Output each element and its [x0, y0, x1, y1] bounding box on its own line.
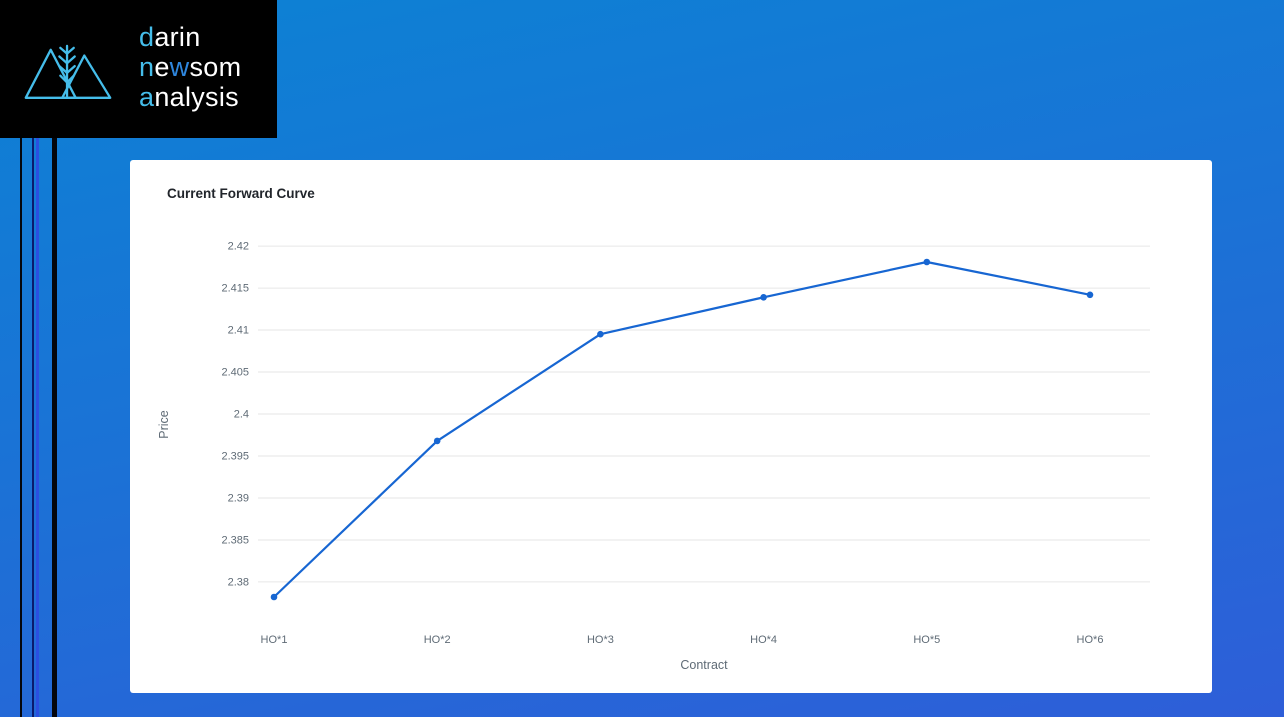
- logo-text: darin newsom analysis: [139, 22, 241, 112]
- svg-text:HO*4: HO*4: [750, 634, 777, 646]
- logo-text-segment: som: [189, 52, 242, 82]
- svg-text:HO*3: HO*3: [587, 634, 614, 646]
- svg-text:2.385: 2.385: [221, 535, 249, 547]
- forward-curve-line-chart: 2.38 2.385 2.39 2.395 2.4 2.405 2.41 2.415 2.42 H…: [157, 241, 1150, 672]
- logo-text-segment: d: [139, 22, 155, 52]
- chart-card: Current Forward Curve 2.38 2.385 2.39 2.395…: [130, 160, 1212, 693]
- svg-text:2.415: 2.415: [221, 283, 249, 295]
- svg-text:2.42: 2.42: [228, 241, 249, 253]
- decorative-stripe: [32, 138, 34, 717]
- logo-text-segment: e: [154, 52, 170, 82]
- svg-text:Price: Price: [157, 410, 171, 439]
- svg-text:HO*5: HO*5: [913, 634, 940, 646]
- logo-text-line: analysis: [139, 82, 241, 112]
- logo-text-line: newsom: [139, 52, 241, 82]
- logo-text-segment: a: [139, 82, 155, 112]
- svg-text:Contract: Contract: [680, 658, 728, 672]
- decorative-stripe: [52, 138, 57, 717]
- svg-text:2.39: 2.39: [228, 493, 249, 505]
- svg-text:2.4: 2.4: [234, 409, 249, 421]
- logo-text-segment: arin: [154, 22, 201, 52]
- decorative-stripe: [20, 138, 22, 717]
- logo-text-segment: nalysis: [154, 82, 239, 112]
- svg-text:2.38: 2.38: [228, 576, 249, 588]
- svg-text:HO*6: HO*6: [1077, 634, 1104, 646]
- svg-text:2.395: 2.395: [221, 451, 249, 463]
- logo-text-segment: n: [139, 52, 155, 82]
- svg-text:HO*2: HO*2: [424, 634, 451, 646]
- logo: darin newsom analysis: [0, 0, 277, 138]
- mountains-wheat-icon: [24, 44, 112, 99]
- logo-text-segment: w: [169, 52, 190, 82]
- logo-text-line: darin: [139, 22, 241, 52]
- svg-text:2.405: 2.405: [221, 367, 249, 379]
- svg-text:HO*1: HO*1: [261, 634, 288, 646]
- svg-text:2.41: 2.41: [228, 325, 249, 337]
- decorative-stripe: [36, 138, 39, 717]
- chart-title: Current Forward Curve: [167, 186, 315, 201]
